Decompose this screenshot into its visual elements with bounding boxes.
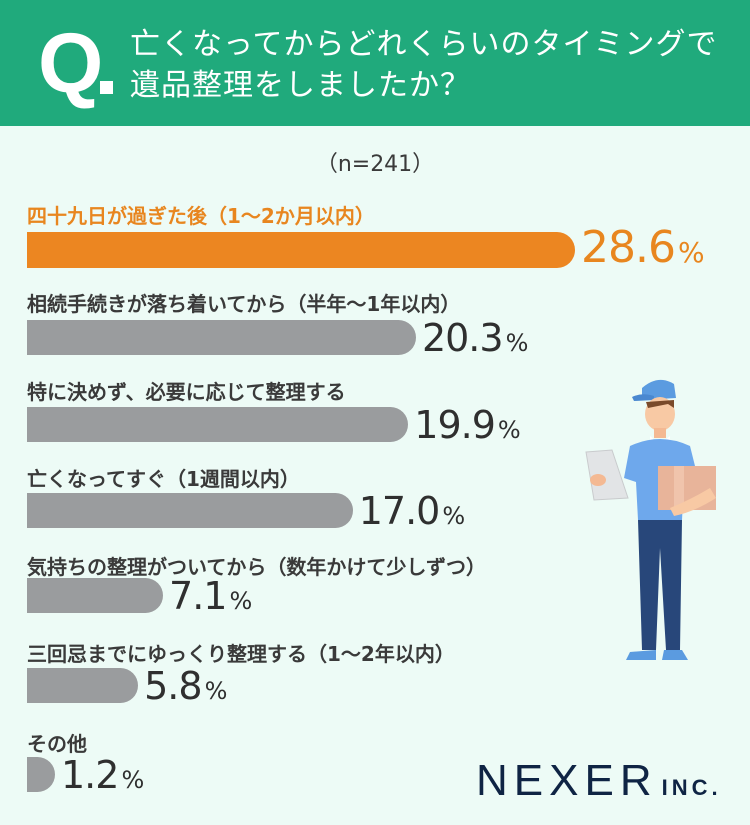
- sample-size: （n=241）: [315, 152, 435, 177]
- value-unit: %: [229, 587, 253, 615]
- value-unit: %: [677, 236, 705, 269]
- question-line-1: 亡くなってからどれくらいのタイミングで: [130, 27, 718, 62]
- category-label: 相続手続きが落ち着いてから（半年〜1年以内）: [27, 292, 461, 316]
- question-line-2: 遺品整理をしましたか？: [130, 68, 471, 103]
- value-number: 5.8: [144, 664, 202, 708]
- value-label: 1.2%: [61, 755, 144, 800]
- value-number: 1.2: [61, 753, 119, 797]
- value-number: 17.0: [358, 489, 441, 533]
- q-dot: [100, 81, 113, 94]
- category-label: 三回忌までにゆっくり整理する（1〜2年以内）: [27, 642, 455, 666]
- question-header: Q 亡くなってからどれくらいのタイミングで 遺品整理をしましたか？: [0, 0, 750, 126]
- value-label: 7.1%: [169, 576, 252, 621]
- value-unit: %: [442, 502, 466, 530]
- bar: [27, 232, 575, 268]
- q-mark: Q: [38, 16, 104, 110]
- delivery-man-illustration-icon: [585, 379, 716, 660]
- bar: [27, 493, 353, 528]
- category-label: 亡くなってすぐ（1週間以内）: [27, 467, 300, 491]
- logo-suffix: INC.: [661, 775, 722, 800]
- value-number: 7.1: [169, 574, 227, 618]
- value-number: 19.9: [414, 403, 496, 447]
- category-label: 特に決めず、必要に応じて整理する: [27, 380, 346, 404]
- value-unit: %: [497, 416, 521, 444]
- value-label: 19.9%: [414, 405, 520, 450]
- bar: [27, 407, 409, 442]
- value-label: 28.6%: [581, 226, 705, 273]
- question-text: 亡くなってからどれくらいのタイミングで 遺品整理をしましたか？: [130, 24, 718, 106]
- logo-main: NEXER: [476, 756, 658, 805]
- category-label: その他: [27, 732, 87, 756]
- bar: [27, 668, 139, 703]
- value-unit: %: [204, 677, 228, 705]
- bar: [27, 578, 164, 613]
- value-number: 28.6: [581, 222, 676, 273]
- value-number: 20.3: [421, 316, 504, 360]
- value-label: 20.3%: [422, 318, 528, 363]
- nexer-logo: NEXER INC.: [476, 756, 722, 806]
- bar: [27, 320, 416, 355]
- value-unit: %: [121, 766, 145, 794]
- value-label: 5.8%: [144, 666, 227, 711]
- value-label: 17.0%: [359, 491, 465, 536]
- category-label: 四十九日が過ぎた後（1〜2か月以内）: [27, 204, 375, 228]
- category-label: 気持ちの整理がついてから（数年かけて少しずつ）: [27, 555, 486, 579]
- value-unit: %: [505, 329, 529, 357]
- bar: [27, 757, 55, 792]
